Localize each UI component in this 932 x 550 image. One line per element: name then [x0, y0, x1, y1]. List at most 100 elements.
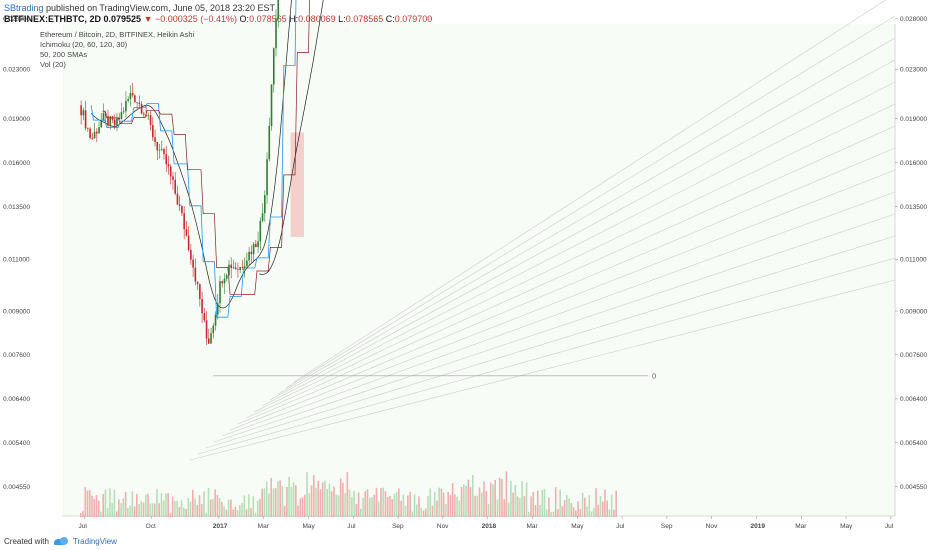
candle-body: [131, 93, 134, 96]
volume-bar: [136, 493, 138, 517]
volume-bar: [579, 509, 582, 517]
price-tick-label-left: 0.007600: [3, 352, 30, 359]
volume-bar: [147, 493, 149, 517]
pitchfork-line: [285, 15, 896, 389]
candle-body: [257, 241, 259, 248]
volume-bar: [153, 503, 156, 517]
volume-bar: [543, 488, 546, 517]
volume-bar: [563, 500, 566, 517]
volume-bar: [615, 490, 617, 517]
candle-body: [165, 154, 168, 165]
volume-bar: [375, 488, 378, 517]
volume-bar: [333, 486, 335, 517]
volume-bar: [279, 480, 281, 517]
volume-bar: [373, 494, 376, 517]
volume-bar: [501, 479, 503, 517]
kijun-line: [102, 0, 310, 295]
volume-bar: [548, 497, 550, 517]
volume-bar: [339, 478, 342, 517]
candle-body: [192, 259, 194, 268]
price-tick-label-left: 0.013500: [3, 204, 30, 211]
volume-bar: [416, 504, 418, 517]
candle-body: [210, 333, 212, 344]
volume-bar: [288, 476, 290, 517]
chart-background: [62, 24, 896, 517]
volume-bar: [572, 507, 575, 517]
volume-bar: [492, 484, 494, 517]
footer: Created with TradingView: [4, 537, 117, 546]
ichimoku-cloud: [290, 132, 304, 237]
volume-bar: [581, 492, 584, 517]
volume-bar: [183, 507, 185, 517]
volume-bar: [512, 492, 514, 517]
volume-bar: [516, 496, 519, 517]
tradingview-link[interactable]: TradingView: [72, 537, 117, 546]
candle-body: [214, 314, 217, 326]
volume-bar: [326, 489, 328, 517]
pitchfork-line: [229, 169, 896, 431]
pitchfork-line: [221, 191, 896, 437]
candles: [80, 0, 280, 346]
candle-body: [125, 101, 127, 112]
volume-bar: [241, 503, 243, 517]
price-tick-label-right: 0.009000: [900, 308, 927, 315]
volume-bar: [445, 503, 447, 517]
volume-bar: [348, 489, 351, 517]
volume-bar: [84, 487, 87, 517]
candle-body: [154, 137, 156, 143]
volume-bar: [456, 496, 458, 517]
sma-200-line: [259, 0, 324, 275]
volume-bar: [194, 498, 196, 517]
volume-bar: [610, 494, 613, 517]
candle-body: [252, 243, 255, 255]
candle-body: [158, 149, 161, 151]
volume-bar: [80, 513, 82, 517]
volume-bar: [440, 488, 443, 517]
volume-bar: [485, 491, 488, 517]
volume-bar: [561, 506, 564, 517]
volume-bar: [606, 500, 608, 517]
volume-bar: [514, 484, 517, 517]
volume-bar: [476, 495, 479, 517]
candle-body: [120, 111, 123, 120]
price-tick-label-left: 0.009000: [3, 308, 30, 315]
candle-body: [190, 249, 192, 260]
candle-body: [138, 102, 141, 104]
volume-bar: [200, 504, 203, 517]
volume-bar: [483, 481, 485, 517]
volume-bar: [458, 500, 461, 517]
author-link[interactable]: SBtrading: [4, 3, 44, 13]
volume-bar: [97, 500, 100, 517]
price-tick-label-right: 0.005400: [900, 440, 927, 447]
indicator-lines: [90, 0, 324, 318]
price-change: ▼ −0.000325 (−0.41%): [141, 14, 238, 24]
volume-bar: [337, 495, 340, 517]
legend-item: Ethereum / Bitcoin, 2D, BITFINEX, Heikin…: [40, 30, 195, 39]
volume-bar: [351, 496, 353, 517]
volume-bar: [342, 482, 344, 517]
candle-body: [266, 159, 268, 196]
symbol-header: BITFINEX:ETHBTC, 2D 0.079525 ▼ −0.000325…: [4, 14, 432, 24]
volume-bar: [95, 494, 98, 517]
open-value: 0.078565: [249, 14, 287, 24]
candle-body: [248, 251, 250, 261]
volume-bar: [552, 511, 555, 517]
volume-bar: [328, 483, 331, 517]
volume-bar: [577, 501, 579, 517]
candle-body: [212, 325, 215, 334]
volume-bar: [277, 481, 279, 517]
volume-bar: [489, 482, 492, 517]
candle-body: [196, 281, 199, 285]
time-tick-label: Jul: [78, 523, 87, 530]
candle-body: [277, 0, 280, 19]
indicator-legend: Ethereum / Bitcoin, 2D, BITFINEX, Heikin…: [40, 30, 195, 69]
volume-bar: [230, 499, 232, 517]
volume-bar: [261, 488, 264, 517]
pitchfork-line: [253, 103, 896, 413]
candle-body: [230, 264, 232, 269]
volume-bar: [149, 503, 152, 517]
open-label: O:: [237, 14, 250, 24]
volume-bar: [205, 512, 208, 517]
candle-body: [172, 176, 174, 180]
